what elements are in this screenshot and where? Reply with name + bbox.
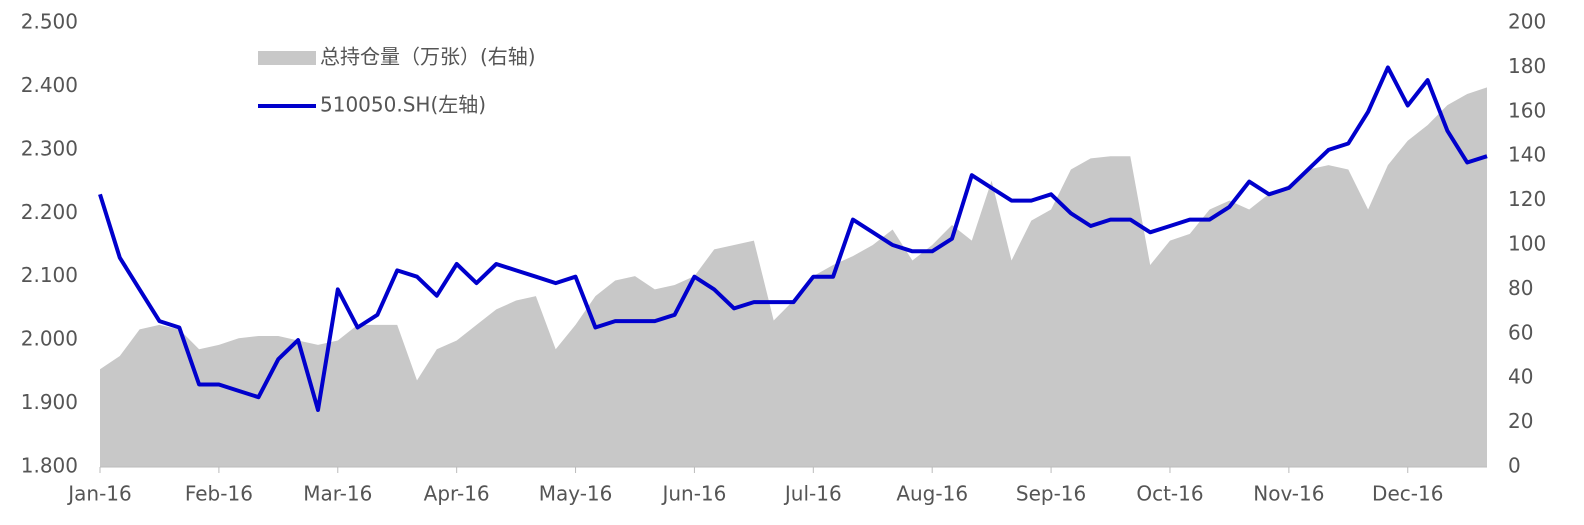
x-tick-label: Jul-16 bbox=[783, 482, 842, 506]
y2-tick-label: 60 bbox=[1508, 320, 1533, 344]
x-tick-label: Nov-16 bbox=[1253, 482, 1324, 506]
y2-tick-label: 20 bbox=[1508, 409, 1533, 433]
y2-tick-label: 0 bbox=[1508, 454, 1521, 478]
x-tick-label: Jun-16 bbox=[660, 482, 726, 506]
x-tick-label: Feb-16 bbox=[185, 482, 253, 506]
y-tick-label: 2.500 bbox=[21, 10, 78, 34]
line bbox=[98, 65, 1488, 412]
legend-label: 510050.SH(左轴) bbox=[320, 93, 486, 117]
x-tick-label: Sep-16 bbox=[1016, 482, 1086, 506]
y-tick-label: 1.900 bbox=[21, 390, 78, 414]
legend-label: 总持仓量（万张）(右轴) bbox=[320, 45, 536, 69]
y2-tick-label: 200 bbox=[1508, 10, 1546, 34]
y-tick-label: 2.400 bbox=[21, 73, 78, 97]
y2-tick-label: 160 bbox=[1508, 98, 1546, 122]
x-tick-label: Aug-16 bbox=[896, 482, 968, 506]
x-tick-label: Mar-16 bbox=[303, 482, 372, 506]
y2-tick-label: 120 bbox=[1508, 187, 1546, 211]
x-tick-label: Apr-16 bbox=[424, 482, 490, 506]
x-tick-label: Oct-16 bbox=[1136, 482, 1203, 506]
y2-tick-label: 80 bbox=[1508, 276, 1533, 300]
area bbox=[100, 87, 1487, 468]
y-tick-label: 2.200 bbox=[21, 200, 78, 224]
x-tick-label: Jan-16 bbox=[66, 482, 132, 506]
y-tick-label: 2.100 bbox=[21, 263, 78, 287]
y2-tick-label: 180 bbox=[1508, 54, 1546, 78]
legend-swatch bbox=[258, 51, 316, 65]
y2-tick-label: 40 bbox=[1508, 365, 1533, 389]
x-tick-label: May-16 bbox=[539, 482, 613, 506]
y-tick-label: 2.000 bbox=[21, 327, 78, 351]
x-tick-label: Dec-16 bbox=[1372, 482, 1443, 506]
y2-tick-label: 100 bbox=[1508, 232, 1546, 256]
y-tick-label: 2.300 bbox=[21, 136, 78, 160]
y2-tick-label: 140 bbox=[1508, 143, 1546, 167]
y-tick-label: 1.800 bbox=[21, 454, 78, 478]
